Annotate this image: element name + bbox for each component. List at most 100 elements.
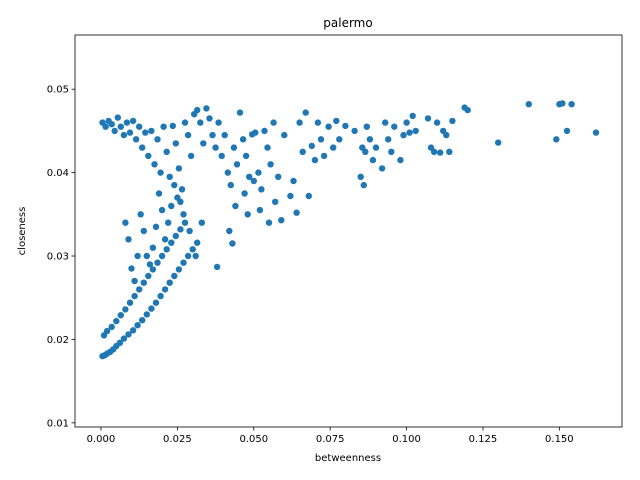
scatter-point xyxy=(325,123,332,130)
scatter-point xyxy=(128,265,135,272)
scatter-point xyxy=(446,148,453,155)
scatter-point xyxy=(443,131,450,139)
scatter-point xyxy=(433,119,441,126)
scatter-point xyxy=(388,148,395,155)
x-axis: 0.000 0.025 0.050 0.075 0.100 0.125 0.150 xyxy=(87,427,574,445)
scatter-point xyxy=(142,129,149,136)
scatter-point xyxy=(163,246,170,253)
scatter-point xyxy=(143,311,150,318)
scatter-point xyxy=(180,211,187,218)
scatter-point xyxy=(239,136,247,143)
scatter-point xyxy=(161,286,169,293)
scatter-point xyxy=(397,156,404,164)
scatter-point xyxy=(229,240,236,247)
scatter-point xyxy=(296,119,303,126)
scatter-point xyxy=(137,211,144,218)
scatter-point xyxy=(102,123,109,130)
scatter-point xyxy=(114,114,122,121)
scatter-point xyxy=(382,119,389,126)
scatter-point xyxy=(171,272,178,280)
scatter-point xyxy=(132,136,140,143)
scatter-point xyxy=(244,211,251,218)
scatter-point xyxy=(186,227,193,235)
scatter-point xyxy=(391,123,398,130)
scatter-point xyxy=(158,206,166,214)
scatter-point xyxy=(187,152,195,160)
scatter-point xyxy=(163,148,170,155)
scatter-point xyxy=(267,161,274,168)
scatter-point xyxy=(140,279,147,286)
scatter-point xyxy=(175,165,183,172)
scatter-point xyxy=(157,292,164,300)
scatter-point xyxy=(406,129,413,136)
scatter-point xyxy=(360,181,367,189)
scatter-point xyxy=(320,152,328,160)
scatter-point xyxy=(206,115,213,122)
scatter-point xyxy=(200,140,207,147)
scatter-point xyxy=(172,232,179,240)
scatter-point xyxy=(412,127,419,135)
scatter-point xyxy=(194,106,201,114)
scatter-point xyxy=(232,202,239,210)
x-tick-label: 0.000 xyxy=(87,434,116,445)
scatter-point xyxy=(264,144,271,151)
scatter-point xyxy=(151,161,158,168)
scatter-point xyxy=(252,129,259,136)
scatter-point xyxy=(212,144,219,151)
scatter-point xyxy=(400,131,407,139)
scatter-point xyxy=(242,152,250,160)
x-tick-label: 0.150 xyxy=(545,434,574,445)
scatter-point xyxy=(126,129,134,136)
scatter-point xyxy=(139,317,146,324)
x-tick-label: 0.025 xyxy=(163,434,192,445)
scatter-point xyxy=(385,136,392,143)
scatter-point xyxy=(160,123,167,130)
scatter-point xyxy=(189,246,196,253)
scatter-point xyxy=(126,299,134,306)
scatter-point xyxy=(563,127,571,135)
scatter-point xyxy=(136,286,143,293)
scatter-point xyxy=(299,148,306,155)
x-tick-label: 0.075 xyxy=(316,434,345,445)
scatter-point xyxy=(218,152,225,160)
scatter-point xyxy=(157,169,164,176)
scatter-point xyxy=(449,117,456,125)
scatter-point xyxy=(255,169,262,176)
scatter-point xyxy=(272,198,279,205)
scatter-point xyxy=(226,227,233,235)
scatter-point xyxy=(136,123,143,130)
scatter-point xyxy=(113,317,120,325)
scatter-point xyxy=(233,161,241,168)
scatter-point xyxy=(181,119,189,126)
scatter-point xyxy=(117,123,125,130)
scatter-point xyxy=(256,206,264,214)
y-tick-label: 0.02 xyxy=(47,335,69,346)
scatter-point xyxy=(131,292,138,300)
scatter-point xyxy=(168,202,175,210)
scatter-point xyxy=(430,148,438,155)
scatter-point xyxy=(143,252,150,260)
scatter-point xyxy=(236,109,244,116)
scatter-point xyxy=(464,106,471,114)
scatter-point xyxy=(403,119,410,126)
y-axis: 0.01 0.02 0.03 0.04 0.05 xyxy=(47,85,75,429)
scatter-point xyxy=(317,136,325,143)
scatter-point xyxy=(123,119,131,126)
scatter-point xyxy=(166,279,173,286)
scatter-point xyxy=(166,173,173,180)
scatter-point xyxy=(437,149,444,156)
scatter-point xyxy=(148,127,155,135)
scatter-point xyxy=(553,136,560,143)
scatter-point xyxy=(146,261,154,268)
scatter-point xyxy=(122,219,129,226)
scatter-point xyxy=(169,122,176,130)
scatter-point xyxy=(194,239,201,246)
scatter-point xyxy=(172,140,179,147)
scatter-point xyxy=(120,131,128,139)
scatter-point xyxy=(152,299,160,306)
scatter-point xyxy=(363,123,370,130)
scatter-point xyxy=(203,105,210,112)
scatter-point xyxy=(171,181,178,189)
scatter-point xyxy=(140,227,147,235)
